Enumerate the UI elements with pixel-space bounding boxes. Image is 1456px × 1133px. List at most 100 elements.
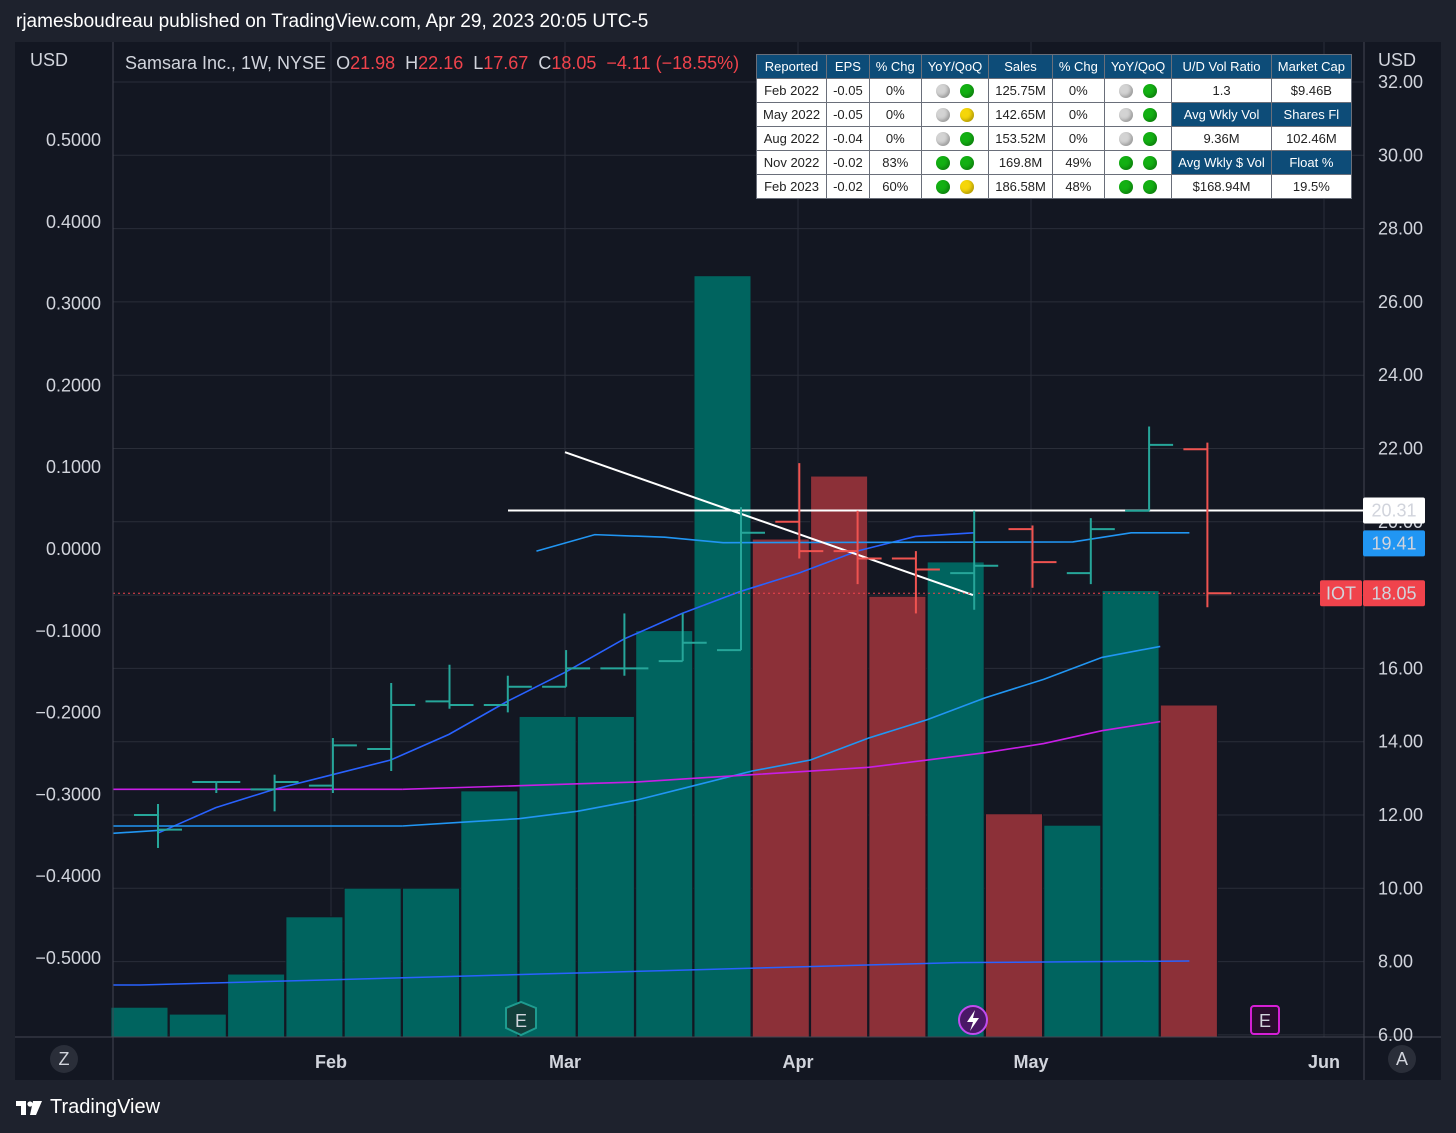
volume-bar — [693, 275, 752, 1038]
lightning-icon[interactable] — [958, 1005, 988, 1035]
earnings-table-row: May 2022 -0.05 0% 142.65M 0% Avg Wkly Vol Shar… — [755, 102, 1352, 127]
earnings-table-row: Feb 2023 -0.02 60% 186.58M 48% $168.94M 19.5% — [755, 174, 1352, 199]
ohlc-bar — [250, 774, 299, 812]
ohlc-bar — [600, 613, 649, 676]
publisher-header: rjamesboudreau published on TradingView.… — [16, 11, 649, 32]
volume-bar — [402, 887, 460, 1038]
eps-yoy-cell — [920, 174, 990, 199]
ohlc-bar — [308, 738, 357, 794]
gray-dot-icon — [935, 108, 950, 123]
green-dot-icon — [1143, 132, 1158, 147]
eps-cell: -0.02 — [826, 150, 870, 175]
right-axis-tick: 8.00 — [1378, 952, 1413, 972]
right-axis-tick: 14.00 — [1378, 732, 1423, 752]
ohlc-bar — [775, 463, 824, 559]
close-label: C — [538, 53, 552, 73]
ohlc-bar — [1183, 442, 1232, 608]
ohlc-bar — [192, 781, 241, 794]
green-dot-icon — [935, 156, 950, 171]
ohlc-bar — [483, 675, 532, 713]
green-dot-icon — [959, 132, 974, 147]
reported-cell: Nov 2022 — [755, 150, 828, 175]
earnings-marker[interactable]: E — [1250, 1005, 1280, 1035]
gray-dot-icon — [935, 84, 950, 99]
eps-chg-cell: 83% — [868, 150, 922, 175]
scale-z-button-label: Z — [59, 1049, 70, 1069]
last-price-tag: 18.05 — [1363, 580, 1425, 607]
volume-bar — [926, 561, 985, 1038]
ohlc-bar — [542, 650, 591, 688]
volume-bars — [110, 275, 1218, 1038]
scale-z-button-bg — [50, 1045, 78, 1073]
sales-cell: 153.52M — [988, 126, 1053, 151]
ma-mid-line — [402, 645, 1161, 827]
green-dot-icon — [1119, 180, 1134, 195]
left-axis-tick: −0.1000 — [35, 621, 101, 641]
x-axis-tick: May — [1013, 1052, 1048, 1072]
stat-cell: $9.46B — [1270, 78, 1352, 103]
sales-cell: 169.8M — [988, 150, 1053, 175]
earnings-table-header-row: Reported EPS % Chg YoY/QoQ Sales % Chg Y… — [755, 54, 1352, 79]
left-axis-tick: 0.2000 — [46, 375, 101, 395]
right-axis-tick: 22.00 — [1378, 439, 1423, 459]
left-axis-tick: 0.0000 — [46, 539, 101, 559]
symbol-tag-text: IOT — [1326, 583, 1356, 603]
col-eps: EPS — [826, 54, 870, 79]
volume-bar — [518, 715, 577, 1038]
earnings-table-row: Feb 2022 -0.05 0% 125.75M 0% 1.3 $9.46B — [755, 78, 1352, 103]
stat-cell: $168.94M — [1171, 174, 1272, 199]
col-ud-vol-ratio: U/D Vol Ratio — [1171, 54, 1272, 79]
stat-cell: Avg Wkly Vol — [1171, 102, 1272, 127]
volume-bar — [1159, 704, 1218, 1038]
ohlc-bar — [425, 664, 474, 709]
sales-cell: 142.65M — [988, 102, 1053, 127]
ohlc-bar — [717, 507, 765, 652]
auto-scale-button[interactable]: A — [1388, 1045, 1416, 1073]
stat-cell: Avg Wkly $ Vol — [1171, 150, 1272, 175]
ma-price-tag-text: 19.41 — [1371, 533, 1416, 553]
chart-area[interactable]: USD USD 0.5000 0.4000 0.3000 0.2000 0.1000 0.00… — [15, 42, 1441, 1080]
ohlc-bar — [658, 613, 707, 663]
left-axis-tick: −0.5000 — [35, 948, 101, 968]
eps-yoy-cell — [920, 78, 990, 103]
ohlc-bar — [950, 510, 999, 610]
earnings-marker-box — [1250, 1005, 1280, 1035]
reported-cell: Feb 2023 — [755, 174, 828, 199]
eps-chg-cell: 0% — [868, 78, 922, 103]
x-axis-tick: Feb — [315, 1052, 347, 1072]
sales-chg-cell: 0% — [1051, 126, 1105, 151]
tradingview-logo-icon — [16, 1100, 42, 1115]
ma-price-tag: 19.41 — [1363, 530, 1425, 557]
x-axis-tick: Apr — [783, 1052, 814, 1072]
scale-z-button[interactable]: Z — [50, 1045, 78, 1073]
yellow-dot-icon — [959, 108, 974, 123]
sales-cell: 186.58M — [988, 174, 1053, 199]
reported-cell: Aug 2022 — [755, 126, 828, 151]
volume-ma-line — [113, 960, 1190, 986]
sales-yoy-cell — [1103, 150, 1173, 175]
sales-cell: 125.75M — [988, 78, 1053, 103]
volume-bar — [868, 595, 927, 1038]
trend-line — [564, 451, 974, 597]
volume-bar — [1101, 590, 1160, 1038]
open-value: 21.98 — [350, 53, 396, 73]
green-dot-icon — [1143, 84, 1158, 99]
sales-chg-cell: 49% — [1051, 150, 1105, 175]
sales-yoy-cell — [1103, 78, 1173, 103]
volume-bar — [635, 630, 694, 1038]
sales-yoy-cell — [1103, 102, 1173, 127]
level-price-tag: 20.31 — [1363, 497, 1425, 524]
green-dot-icon — [1143, 108, 1158, 123]
ma-range-line — [536, 531, 1190, 552]
ohlc-legend: Samsara Inc., 1W, NYSE O21.98 H22.16 L17… — [125, 53, 739, 74]
tradingview-logo[interactable]: TradingView — [16, 1096, 160, 1119]
ma-price-tag-bg — [1363, 530, 1425, 557]
ohlc-bar — [1066, 518, 1115, 585]
drawn-lines — [113, 451, 1364, 597]
right-axis-tick: 28.00 — [1378, 219, 1423, 239]
eps-yoy-cell — [920, 102, 990, 127]
earnings-marker[interactable]: E — [505, 1000, 537, 1037]
price-chart-svg[interactable]: USD USD 0.5000 0.4000 0.3000 0.2000 0.1000 0.00… — [15, 42, 1441, 1080]
volume-bar — [576, 715, 635, 1038]
high-label: H — [405, 53, 419, 73]
